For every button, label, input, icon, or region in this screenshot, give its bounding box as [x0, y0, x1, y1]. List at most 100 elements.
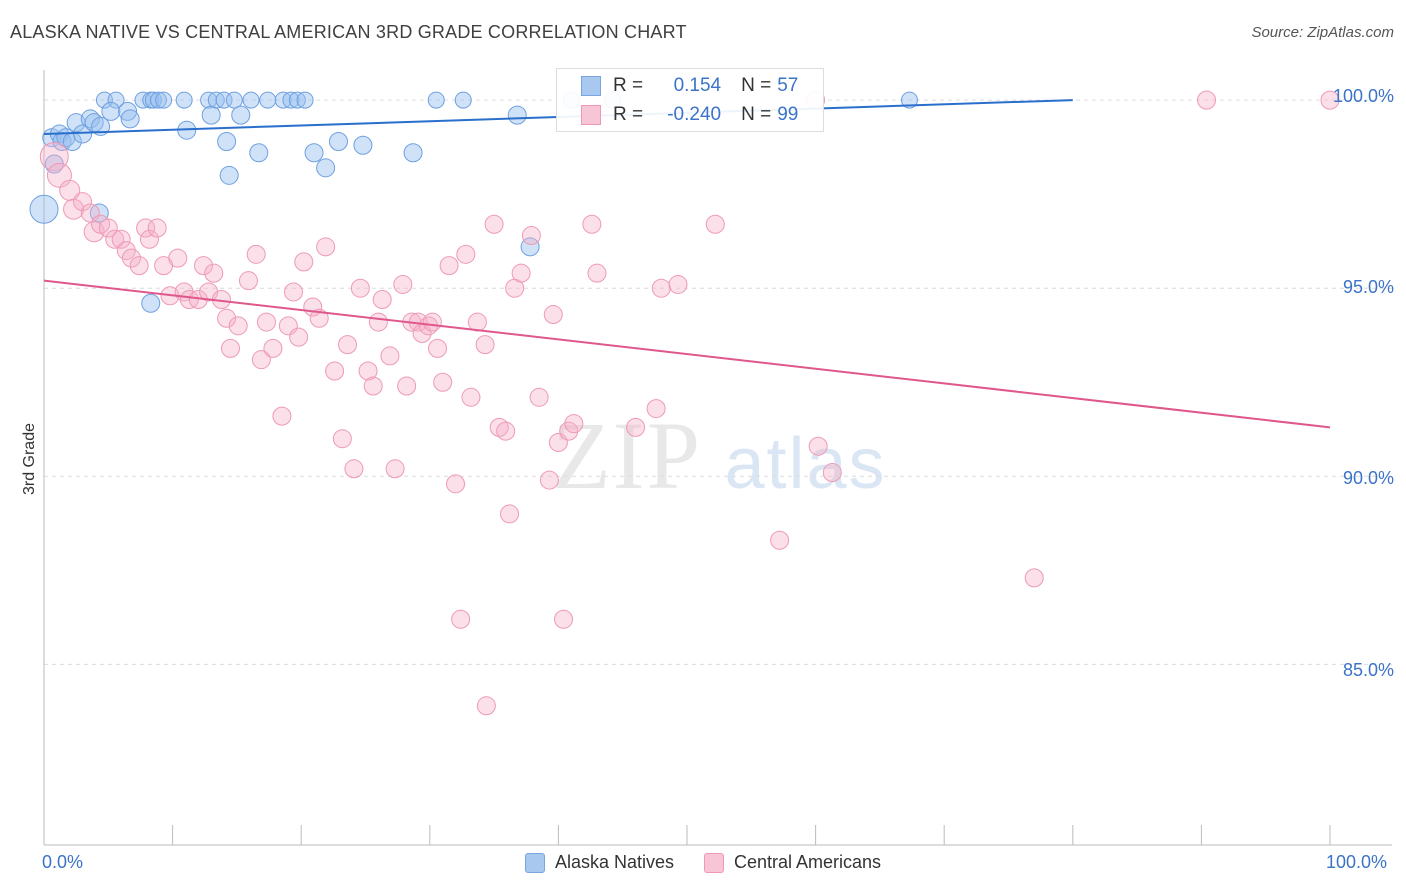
central-point [582, 214, 602, 234]
central-point [529, 387, 549, 407]
central-point [456, 244, 476, 264]
y-tick-label-90: 90.0% [1342, 468, 1394, 488]
central-point [325, 361, 345, 381]
y-axis-label: 3rd Grade [21, 422, 38, 496]
central-point [136, 218, 156, 238]
central-point [350, 278, 370, 298]
chart-title: ALASKA NATIVE VS CENTRAL AMERICAN 3RD GR… [10, 22, 687, 42]
central-point [439, 256, 459, 276]
central-point [451, 609, 471, 629]
alaska-point [120, 109, 140, 129]
y-tick-label-100: 100.0% [1332, 86, 1394, 106]
alaska-point [225, 91, 243, 109]
central-point [111, 229, 131, 249]
central-point [476, 696, 496, 716]
central-point [511, 263, 531, 283]
stats-swatch-central [581, 105, 601, 125]
alaska-point [231, 105, 251, 125]
central-point [1320, 90, 1340, 110]
legend-swatch-central [704, 852, 724, 873]
central-point [428, 338, 448, 358]
alaska-point [507, 105, 527, 125]
alaska-point [454, 91, 472, 109]
central-point [1197, 90, 1217, 110]
legend-item-alaska[interactable]: Alaska Natives [524, 852, 674, 873]
central-point [238, 271, 258, 291]
alaska-point [215, 91, 233, 109]
stats-swatch-alaska [581, 76, 601, 96]
stats-row-alaska: R = 0.154 N = 57 [557, 71, 798, 101]
central-point [822, 463, 842, 483]
central-point [246, 244, 266, 264]
legend-label-central: Central Americans [734, 852, 882, 872]
legend: Alaska Natives Central Americans [0, 852, 1406, 873]
alaska-point [217, 131, 237, 151]
central-point [467, 312, 487, 332]
alaska-point [149, 91, 167, 109]
central-point [337, 335, 357, 355]
central-point [272, 406, 292, 426]
alaska-point [95, 91, 113, 109]
stats-row-central: R = -0.240 N = 99 [557, 100, 798, 130]
alaska-point [219, 165, 239, 185]
watermark-zip: ZIP [552, 402, 699, 509]
central-point [294, 252, 314, 272]
central-point [121, 248, 141, 268]
central-point [564, 414, 584, 434]
stats-n-label: N = [741, 75, 772, 96]
central-point [668, 274, 688, 294]
central-point [217, 308, 237, 328]
stats-r-label: R = [613, 75, 644, 96]
alaska-point [144, 91, 162, 109]
legend-label-alaska: Alaska Natives [554, 852, 674, 872]
stats-n-label: N = [741, 104, 772, 125]
stats-n-value: 57 [777, 75, 799, 96]
central-point [651, 278, 671, 298]
watermark-atlas: atlas [724, 424, 887, 504]
central-point [385, 459, 405, 479]
alaska-point [201, 105, 221, 125]
alaska-point [242, 91, 260, 109]
central-point [344, 459, 364, 479]
central-point [168, 248, 188, 268]
alaska-point [141, 293, 161, 313]
central-point [539, 470, 559, 490]
alaska-point [403, 143, 423, 163]
central-point [554, 609, 574, 629]
alaska-point [91, 116, 111, 136]
x-tick-label-min: 0.0% [42, 852, 84, 872]
alaska-point [118, 101, 138, 121]
central-point [372, 289, 392, 309]
central-point [73, 192, 93, 212]
alaska-point [107, 91, 125, 109]
central-point [289, 327, 309, 347]
watermark: ZIP atlas [552, 400, 887, 511]
legend-item-central[interactable]: Central Americans [704, 852, 881, 873]
central-point [363, 376, 383, 396]
alaska-point [304, 143, 324, 163]
central-point [256, 312, 276, 332]
central-point [484, 214, 504, 234]
central-point [105, 229, 125, 249]
central-point [397, 376, 417, 396]
central-point [433, 372, 453, 392]
central-point [422, 312, 442, 332]
alaska-point [316, 158, 336, 178]
alaska-point [80, 109, 100, 129]
alaska-point [249, 143, 269, 163]
correlation-stats-box: R = 0.154 N = 57 R = -0.240 N = 99 [556, 68, 824, 132]
central-point [393, 274, 413, 294]
central-point [139, 229, 159, 249]
central-point [496, 421, 516, 441]
stats-n-value: 99 [777, 104, 799, 125]
alaska-point [282, 91, 300, 109]
central-point [587, 263, 607, 283]
central-point [705, 214, 725, 234]
central-point [220, 338, 240, 358]
stats-r-value: -0.240 [667, 104, 722, 125]
alaska-point [900, 91, 918, 109]
source-label: Source: ZipAtlas.com [1251, 24, 1394, 41]
stats-r-value: 0.154 [673, 75, 722, 96]
central-point [489, 417, 509, 437]
